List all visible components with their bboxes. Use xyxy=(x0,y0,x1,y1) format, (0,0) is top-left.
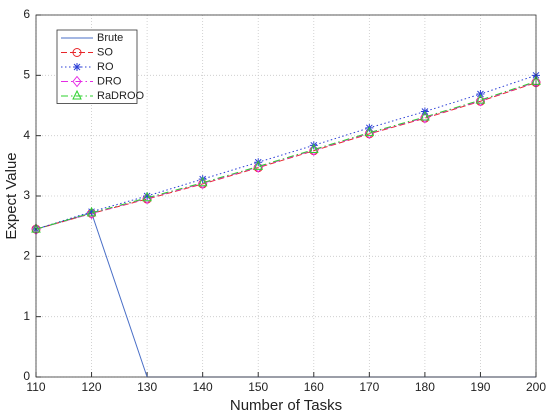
y-tick-label: 6 xyxy=(23,7,30,21)
legend-label: RO xyxy=(97,61,114,73)
x-tick-label: 170 xyxy=(359,380,379,394)
x-axis-title: Number of Tasks xyxy=(230,397,342,414)
marker xyxy=(420,110,430,121)
marker xyxy=(197,176,208,187)
marker xyxy=(253,160,264,170)
y-axis-title: Expect Value xyxy=(3,152,20,239)
legend-label: RaDROO xyxy=(97,90,145,102)
y-tick-label: 0 xyxy=(23,369,30,383)
legend-label: SO xyxy=(97,46,113,58)
x-tick-label: 120 xyxy=(82,380,102,394)
marker xyxy=(364,126,375,137)
x-tick-label: 140 xyxy=(193,380,213,394)
x-tick-label: 160 xyxy=(304,380,324,394)
x-tick-label: 150 xyxy=(248,380,268,394)
y-tick-label: 5 xyxy=(23,68,30,82)
legend-label: DRO xyxy=(97,75,122,87)
marker xyxy=(87,207,96,216)
x-tick-label: 130 xyxy=(137,380,157,394)
series-line xyxy=(35,74,537,230)
legend-marker xyxy=(72,75,82,88)
marker xyxy=(308,143,319,154)
x-tick-label: 110 xyxy=(26,380,45,394)
y-tick-label: 4 xyxy=(23,128,30,142)
legend-marker xyxy=(72,48,82,57)
marker xyxy=(143,192,152,200)
plot-frame xyxy=(35,14,537,378)
x-tick-label: 200 xyxy=(526,380,546,394)
marker xyxy=(142,191,152,202)
legend-marker xyxy=(72,89,82,100)
marker xyxy=(86,206,97,217)
x-tick-label: 190 xyxy=(470,380,490,394)
y-tick-label: 1 xyxy=(23,309,30,323)
legend-marker xyxy=(73,63,81,71)
y-tick-label: 2 xyxy=(23,249,30,263)
marker xyxy=(475,93,486,104)
x-tick-label: 180 xyxy=(415,380,435,394)
series-line xyxy=(35,82,537,230)
y-tick-label: 3 xyxy=(23,188,30,202)
legend-label: Brute xyxy=(97,32,123,44)
